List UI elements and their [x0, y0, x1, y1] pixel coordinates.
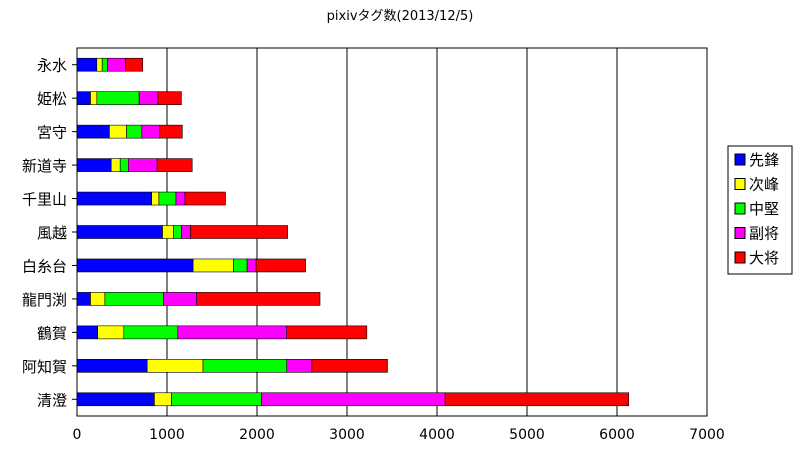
bar-segment [261, 392, 446, 407]
bar-segment [76, 191, 152, 206]
bar-segment [202, 359, 287, 373]
bar-segment [90, 91, 98, 105]
legend-label: 中堅 [749, 200, 779, 218]
bar-segment [104, 292, 164, 306]
bar-segment [181, 225, 191, 239]
bar-segment [97, 325, 125, 340]
bar-segment [286, 359, 313, 373]
legend-swatch [734, 227, 746, 239]
legend-label: 大将 [749, 249, 779, 267]
bar-segment [184, 191, 226, 206]
bar-segment [171, 392, 262, 407]
bar-segment [177, 325, 288, 340]
bar-segment [110, 158, 121, 172]
legend-swatch [734, 251, 746, 264]
category-label: 鶴賀 [37, 324, 67, 342]
bar-segment [96, 91, 140, 105]
bars [76, 57, 630, 407]
x-tick-label: 6000 [599, 427, 635, 443]
bar-segment [96, 57, 103, 72]
bar-segment [173, 225, 182, 239]
bar-segment [141, 124, 161, 139]
category-label: 宮守 [37, 124, 67, 142]
category-label: 永水 [37, 57, 67, 75]
bar-segment [128, 158, 158, 172]
chart-title: pixivタグ数(2013/12/5) [327, 9, 474, 24]
bar-segment [76, 359, 148, 373]
category-label: 阿知賀 [22, 358, 67, 376]
category-label: 龍門渕 [22, 291, 67, 309]
legend-swatch [734, 202, 746, 215]
bar-segment [444, 392, 630, 407]
bar-segment [158, 191, 177, 206]
bar-segment [76, 225, 163, 239]
bar-segment [76, 325, 99, 340]
bar-segment [151, 191, 160, 206]
bar-segment [157, 91, 182, 105]
bar-segment [109, 124, 127, 139]
bar-segment [76, 124, 110, 139]
category-label: 新道寺 [22, 157, 67, 175]
x-tick-label: 2000 [239, 427, 275, 443]
x-tick-label: 5000 [509, 427, 545, 443]
x-tick-label: 4000 [419, 427, 455, 443]
bar-segment [159, 124, 183, 139]
x-tick-label: 7000 [689, 427, 725, 443]
bar-segment [162, 225, 174, 239]
x-tick-label: 3000 [329, 427, 365, 443]
bar-segment [156, 158, 193, 172]
legend-label: 次峰 [749, 176, 779, 194]
bar-segment [196, 292, 321, 306]
bar-segment [163, 292, 197, 306]
bar-segment [76, 158, 112, 172]
bar-segment [246, 258, 257, 273]
bar-segment [154, 392, 172, 407]
category-label: 白糸台 [22, 257, 67, 275]
legend-swatch [734, 178, 746, 190]
bar-segment [125, 57, 143, 72]
bar-segment [76, 258, 194, 273]
bar-segment [192, 258, 234, 273]
x-tick-label: 1000 [149, 427, 185, 443]
bar-segment [311, 359, 388, 373]
category-label: 清澄 [37, 391, 67, 409]
legend-label: 先鋒 [749, 151, 779, 169]
bar-segment [175, 191, 186, 206]
category-label: 千里山 [22, 191, 67, 209]
bar-segment [190, 225, 288, 239]
bar-segment [101, 57, 108, 72]
category-label: 風越 [37, 224, 67, 242]
bar-segment [119, 158, 129, 172]
bar-segment [233, 258, 248, 273]
bar-segment [146, 359, 204, 373]
bar-segment [76, 392, 155, 407]
legend-label: 副将 [749, 225, 779, 243]
category-label: 姫松 [37, 90, 67, 108]
x-axis: 0 1000 2000 3000 4000 5000 6000 7000 [73, 427, 725, 443]
bar-segment [107, 57, 126, 72]
x-tick-label: 0 [73, 427, 82, 443]
legend-swatch [734, 153, 746, 166]
bar-segment [76, 57, 98, 72]
bar-segment [286, 325, 368, 340]
bar-segment [126, 124, 143, 139]
bar-segment [76, 292, 91, 306]
bar-segment [255, 258, 306, 273]
bar-segment [138, 91, 159, 105]
bar-segment [76, 91, 91, 105]
bar-segment [123, 325, 179, 340]
bar-segment [90, 292, 106, 306]
